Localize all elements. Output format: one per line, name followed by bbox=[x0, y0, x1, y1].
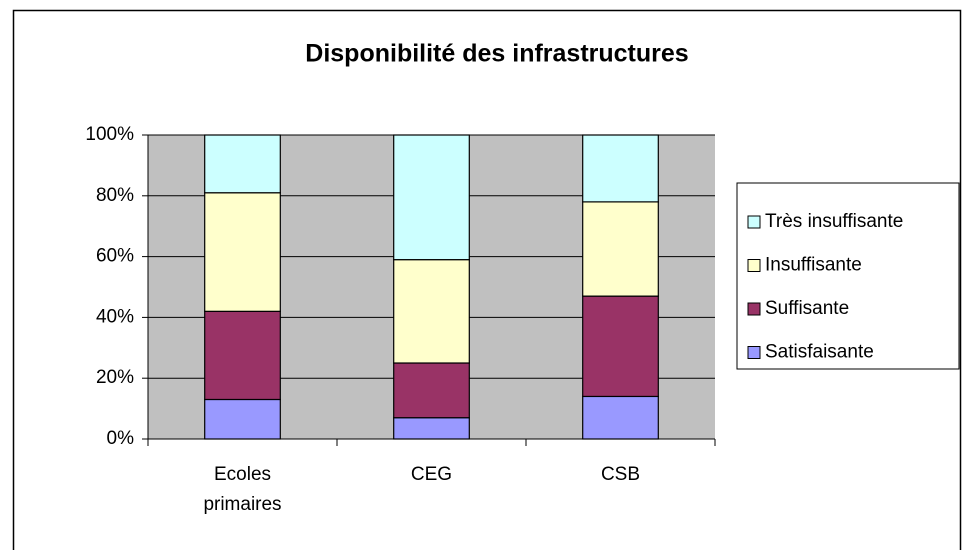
bar-segment bbox=[204, 398, 281, 440]
bar-segment bbox=[582, 134, 659, 203]
legend-label: Satisfaisante bbox=[765, 342, 874, 363]
legend-box bbox=[736, 182, 960, 370]
legend-label: Insuffisante bbox=[765, 255, 862, 276]
y-tick-label: 0% bbox=[107, 428, 135, 449]
legend-swatch bbox=[747, 259, 761, 272]
bar-segment bbox=[204, 192, 281, 312]
legend-label: Très insuffisante bbox=[765, 211, 903, 232]
bar-segment bbox=[393, 134, 470, 261]
bar-segment bbox=[393, 417, 470, 440]
bar-segment bbox=[204, 310, 281, 401]
bar-segment bbox=[582, 201, 659, 297]
y-tick-label: 80% bbox=[96, 185, 134, 206]
bar-segment bbox=[393, 362, 470, 419]
x-tick-label: Ecoles primaires bbox=[203, 464, 281, 515]
bar-segment bbox=[204, 134, 281, 194]
y-tick-label: 20% bbox=[96, 367, 134, 388]
bar-segment bbox=[582, 395, 659, 440]
legend-label: Suffisante bbox=[765, 298, 849, 319]
legend-swatch bbox=[747, 302, 761, 316]
legend-swatch bbox=[747, 215, 761, 229]
bar-segment bbox=[582, 295, 659, 398]
legend-swatch bbox=[747, 346, 761, 359]
y-tick-label: 60% bbox=[96, 246, 134, 267]
chart-title: Disponibilité des infrastructures bbox=[305, 40, 688, 68]
x-tick-label: CSB bbox=[601, 464, 640, 485]
bar-segment bbox=[393, 259, 470, 364]
x-tick-label: CEG bbox=[411, 464, 452, 485]
y-tick-label: 100% bbox=[85, 124, 134, 145]
y-tick-label: 40% bbox=[96, 306, 134, 327]
